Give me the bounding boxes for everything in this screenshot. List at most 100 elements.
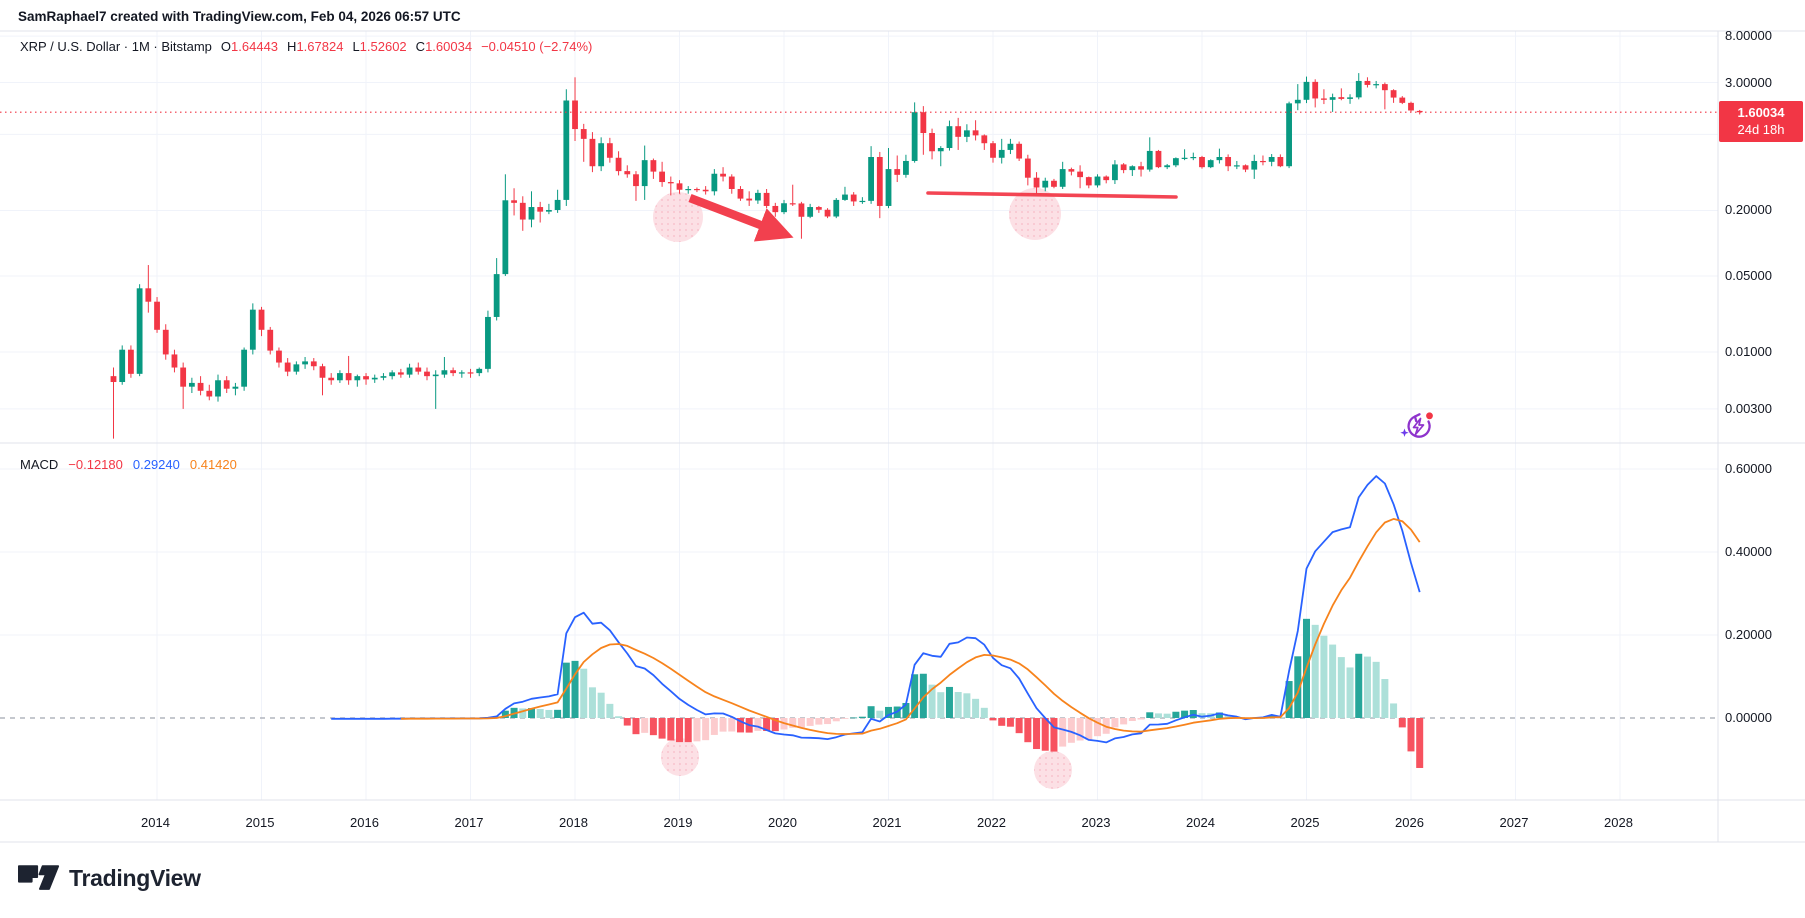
candle xyxy=(781,203,787,213)
resistance-trendline[interactable] xyxy=(926,191,1178,199)
down-arrow[interactable] xyxy=(688,194,794,242)
candle xyxy=(606,143,613,158)
macd-legend[interactable]: MACD −0.12180 0.29240 0.41420 xyxy=(20,457,237,472)
candle xyxy=(1268,156,1275,162)
candle xyxy=(223,380,230,389)
highlight-circle xyxy=(661,738,699,776)
notification-dot xyxy=(1426,412,1433,420)
year-label[interactable]: 2016 xyxy=(350,815,379,830)
price-axis-label[interactable]: 0.20000 xyxy=(1725,202,1772,218)
macd-title[interactable]: MACD xyxy=(20,457,59,472)
candle xyxy=(1172,158,1179,166)
candle xyxy=(241,349,248,387)
candle xyxy=(1016,143,1023,159)
macd-histogram-bar xyxy=(1172,711,1180,718)
macd-histogram-bar xyxy=(885,706,893,718)
highlight-circle xyxy=(653,192,703,242)
candle xyxy=(1164,165,1171,168)
year-label[interactable]: 2021 xyxy=(872,815,902,830)
candle xyxy=(1033,177,1040,188)
candle xyxy=(589,138,596,167)
year-label[interactable]: 2025 xyxy=(1290,815,1320,830)
candle xyxy=(772,205,779,213)
macd-histogram-bar xyxy=(763,718,771,732)
symbol-title[interactable]: XRP / U.S. Dollar · 1M · Bitstamp xyxy=(20,39,212,54)
year-label[interactable]: 2018 xyxy=(559,815,588,830)
price-axis-label[interactable]: 3.00000 xyxy=(1725,74,1772,90)
highlight-circle xyxy=(1034,751,1072,789)
candle xyxy=(702,189,709,192)
candle xyxy=(563,100,570,200)
candle xyxy=(1207,160,1214,168)
candle xyxy=(345,373,352,381)
candle xyxy=(633,174,639,187)
year-label[interactable]: 2022 xyxy=(977,815,1006,830)
candle xyxy=(650,160,657,172)
macd-histogram-bar xyxy=(1346,667,1354,718)
year-label[interactable]: 2019 xyxy=(663,815,693,830)
price-axis-label[interactable]: 0.00300 xyxy=(1725,400,1772,416)
bar-countdown: 24d 18h xyxy=(1737,122,1785,138)
macd-histogram-bar xyxy=(736,718,744,733)
candle xyxy=(1373,84,1380,86)
candle xyxy=(850,194,857,202)
candle xyxy=(807,207,814,217)
candle xyxy=(258,309,265,330)
year-label[interactable]: 2024 xyxy=(1186,815,1215,830)
candle xyxy=(519,202,526,220)
candle xyxy=(145,288,152,302)
candle xyxy=(833,199,840,217)
price-axis-label[interactable]: 8.00000 xyxy=(1725,28,1772,44)
macd-histogram-bar xyxy=(1120,718,1128,725)
price-axis-label[interactable]: 0.05000 xyxy=(1725,267,1772,283)
macd-axis-label[interactable]: 0.20000 xyxy=(1725,627,1772,642)
macd-line-value: 0.29240 xyxy=(132,457,180,472)
symbol-legend[interactable]: XRP / U.S. Dollar · 1M · Bitstamp O1.644… xyxy=(20,39,592,54)
candle xyxy=(1146,150,1153,170)
year-label[interactable]: 2023 xyxy=(1081,815,1111,830)
price-axis-label[interactable]: 0.01000 xyxy=(1725,344,1772,359)
macd-axis-label[interactable]: 0.40000 xyxy=(1725,544,1772,559)
macd-histogram-bar xyxy=(562,662,570,718)
tradingview-wordmark[interactable]: TradingView xyxy=(69,864,201,891)
macd-histogram-bar xyxy=(1041,718,1049,751)
year-label[interactable]: 2014 xyxy=(141,815,170,830)
macd-axis-label[interactable]: 0.00000 xyxy=(1725,710,1772,725)
macd-histogram-bar xyxy=(676,718,684,743)
candle xyxy=(110,376,117,383)
ai-refresh-bolt-icon[interactable] xyxy=(1400,412,1433,438)
year-label[interactable]: 2020 xyxy=(768,815,797,830)
macd-histogram-bar xyxy=(1059,718,1067,747)
macd-histogram-bar xyxy=(972,698,980,718)
candle xyxy=(998,149,1005,158)
candle xyxy=(798,203,805,217)
candle xyxy=(502,200,509,275)
candle xyxy=(180,367,187,387)
candle xyxy=(911,112,918,161)
candle xyxy=(337,373,343,381)
year-label[interactable]: 2026 xyxy=(1395,815,1424,830)
macd-histogram-bar xyxy=(1285,681,1293,718)
candle xyxy=(876,156,883,206)
macd-histogram-bar xyxy=(1024,718,1032,743)
footer-brand[interactable]: TradingView xyxy=(18,864,201,892)
macd-histogram-bar xyxy=(1181,710,1189,718)
candle xyxy=(990,143,996,158)
year-label[interactable]: 2028 xyxy=(1604,815,1633,830)
candle xyxy=(711,173,718,192)
macd-histogram-bar xyxy=(554,709,562,718)
year-label[interactable]: 2015 xyxy=(245,815,275,830)
candle xyxy=(859,200,866,203)
macd-histogram-bar xyxy=(667,718,675,741)
macd-axis-label[interactable]: 0.60000 xyxy=(1725,461,1772,476)
candle xyxy=(1051,180,1057,187)
year-label[interactable]: 2027 xyxy=(1499,815,1529,830)
candle xyxy=(615,157,622,172)
candle xyxy=(598,143,605,167)
macd-histogram-bar xyxy=(771,718,779,732)
macd-histogram-bar xyxy=(580,668,588,718)
year-label[interactable]: 2017 xyxy=(454,815,484,830)
macd-histogram-bar xyxy=(858,716,866,718)
candle xyxy=(746,198,753,201)
